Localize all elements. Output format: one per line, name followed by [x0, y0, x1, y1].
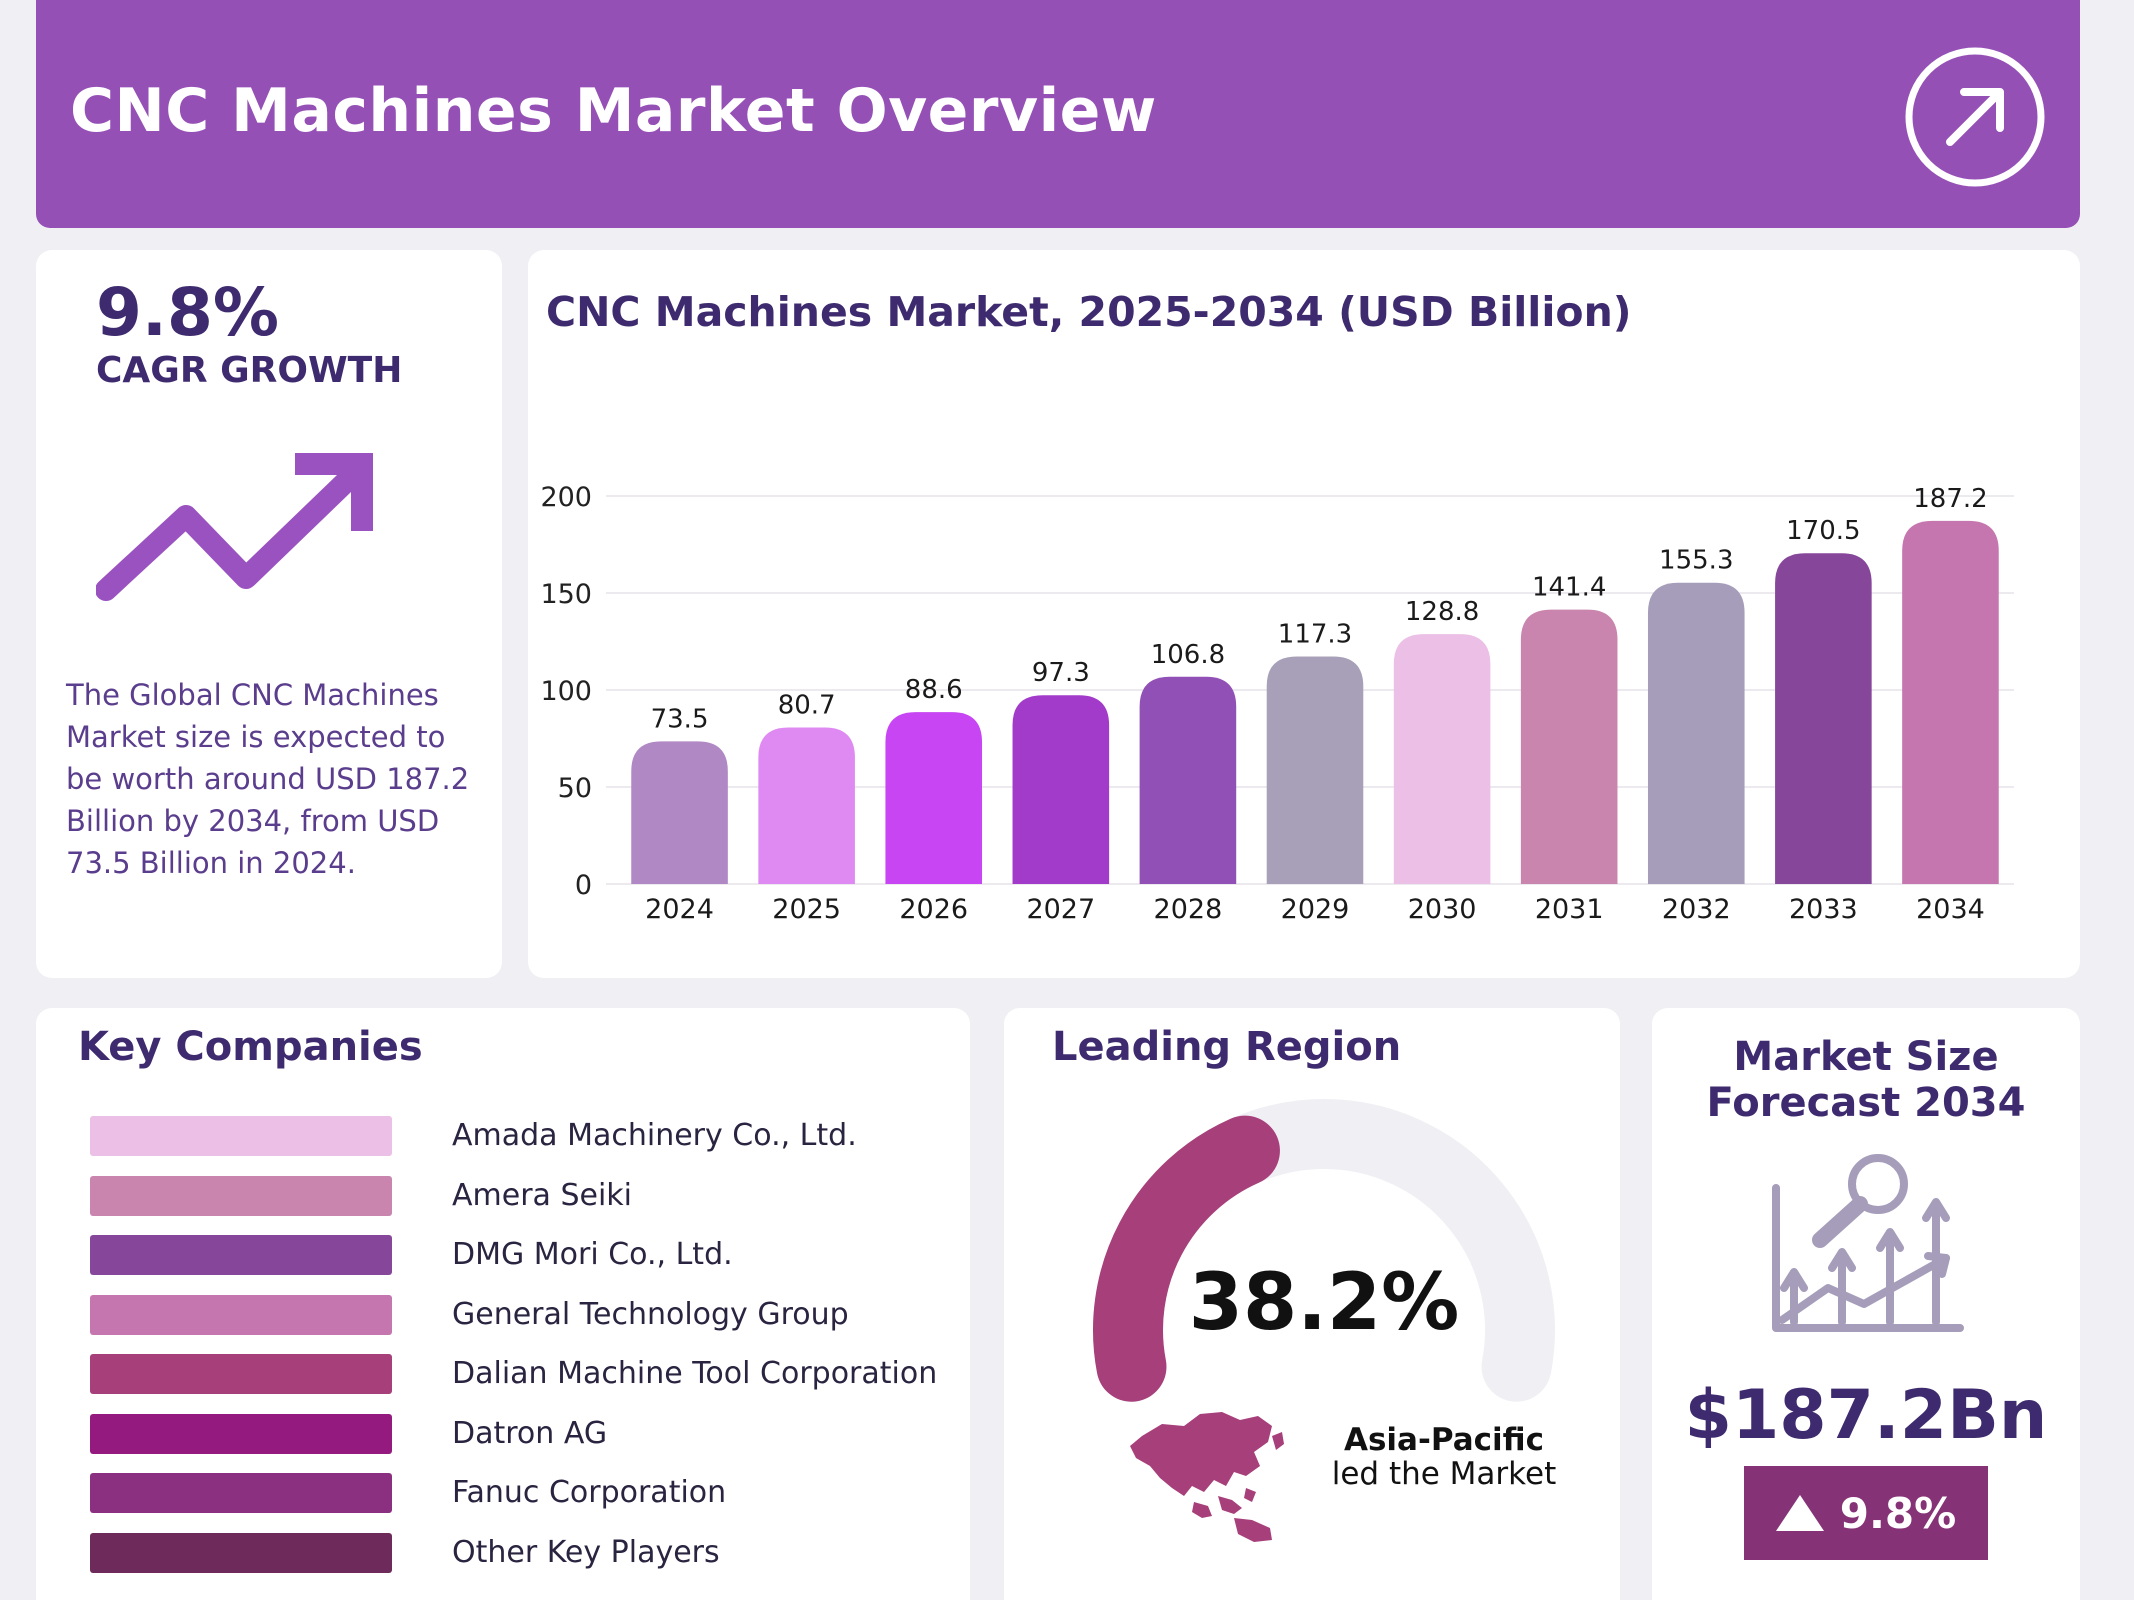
y-tick-label: 100	[540, 676, 592, 707]
x-tick-label: 2034	[1916, 894, 1985, 925]
bar-2032	[1647, 582, 1745, 884]
growth-badge: 9.8%	[1744, 1466, 1988, 1560]
company-row: General Technology Group	[90, 1294, 950, 1335]
bar-value-label: 155.3	[1659, 546, 1733, 576]
bar-value-label: 97.3	[1032, 658, 1090, 688]
cagr-value: 9.8%	[96, 274, 280, 351]
x-tick-label: 2026	[899, 894, 968, 925]
company-name: Dalian Machine Tool Corporation	[452, 1356, 938, 1391]
bar-2028	[1139, 676, 1237, 884]
triangle-up-icon	[1775, 1495, 1824, 1531]
growth-badge-value: 9.8%	[1839, 1488, 1957, 1538]
header-banner: CNC Machines Market Overview	[36, 0, 2080, 228]
x-tick-label: 2033	[1789, 894, 1858, 925]
company-name: Fanuc Corporation	[452, 1475, 727, 1510]
growth-analysis-icon	[1772, 1154, 1964, 1332]
cagr-label: CAGR GROWTH	[96, 350, 403, 391]
company-row: Datron AG	[90, 1413, 950, 1454]
cagr-description: The Global CNC Machines Market size is e…	[66, 678, 470, 880]
company-name: Other Key Players	[452, 1534, 720, 1570]
bar-2030	[1393, 634, 1491, 884]
x-tick-label: 2031	[1535, 894, 1604, 925]
key-companies-card: Key Companies Amada Machinery Co., Ltd. A…	[36, 1008, 970, 1600]
x-tick-label: 2029	[1281, 894, 1350, 925]
bar-value-label: 73.5	[651, 704, 709, 734]
leading-region-card: Leading Region 38.2% Asia-Pacific led th…	[1004, 1008, 1620, 1600]
company-name: Amada Machinery Co., Ltd.	[452, 1118, 857, 1153]
chart-card: 0 50 100 150 200 73.5 2024 80.7 2025 88.6 2026 97.3…	[528, 250, 2080, 978]
bar-value-label: 187.2	[1913, 484, 1987, 514]
y-tick-label: 200	[540, 482, 592, 513]
company-name: Datron AG	[452, 1415, 608, 1451]
company-color-swatch	[90, 1294, 392, 1335]
bar-value-label: 106.8	[1151, 640, 1225, 670]
company-name: General Technology Group	[452, 1296, 849, 1332]
forecast-title-line2: Forecast 2034	[1706, 1080, 2026, 1126]
company-row: DMG Mori Co., Ltd.	[90, 1235, 950, 1275]
bar-2033	[1775, 553, 1872, 884]
company-row: Dalian Machine Tool Corporation	[90, 1354, 950, 1394]
x-tick-label: 2030	[1408, 894, 1477, 925]
x-tick-label: 2032	[1662, 894, 1731, 925]
bar-2029	[1266, 656, 1364, 884]
company-name: Amera Seiki	[452, 1177, 632, 1213]
bar-value-label: 128.8	[1405, 597, 1479, 627]
region-gauge	[1093, 1099, 1555, 1402]
bar-value-label: 170.5	[1786, 516, 1860, 546]
arrow-up-right-icon[interactable]	[1904, 46, 2046, 188]
company-color-swatch	[90, 1532, 392, 1573]
company-row: Fanuc Corporation	[90, 1473, 950, 1513]
company-name: DMG Mori Co., Ltd.	[452, 1237, 733, 1272]
trend-up-arrow-icon	[96, 453, 373, 601]
company-color-swatch	[90, 1235, 392, 1275]
forecast-title-line1: Market Size	[1733, 1034, 1999, 1080]
bar-2025	[758, 727, 855, 884]
bar-2031	[1520, 609, 1618, 884]
bar-2034	[1902, 520, 1999, 884]
y-tick-label: 150	[540, 579, 592, 610]
region-name: Asia-Pacific	[1343, 1422, 1545, 1458]
bar-2027	[1012, 695, 1110, 884]
cagr-card: 9.8% CAGR GROWTH The Global CNC Machines…	[36, 250, 502, 978]
market-forecast-card: Market Size Forecast 2034 $187.2Bn 9.8%	[1652, 1008, 2080, 1600]
company-row: Amada Machinery Co., Ltd.	[90, 1116, 950, 1156]
region-share-value: 38.2%	[1188, 1258, 1460, 1348]
region-subtitle: led the Market	[1331, 1456, 1557, 1492]
forecast-title: Market Size Forecast 2034	[1652, 1034, 2080, 1126]
key-companies-title: Key Companies	[78, 1024, 423, 1070]
bar-value-label: 141.4	[1532, 573, 1606, 603]
company-color-swatch	[90, 1473, 392, 1513]
bar-value-label: 117.3	[1278, 619, 1352, 649]
bar-value-label: 88.6	[905, 675, 963, 705]
asia-pacific-map-icon	[1130, 1412, 1284, 1542]
company-row: Amera Seiki	[90, 1175, 950, 1216]
company-row: Other Key Players	[90, 1532, 950, 1573]
bar-value-label: 80.7	[778, 690, 836, 720]
chart-title: CNC Machines Market, 2025-2034 (USD Bill…	[546, 288, 1632, 336]
x-tick-label: 2024	[645, 894, 714, 925]
bar-2026	[885, 712, 983, 884]
company-color-swatch	[90, 1413, 392, 1454]
leading-region-title: Leading Region	[1052, 1024, 1402, 1070]
y-tick-label: 50	[558, 773, 592, 804]
gauge-fill	[1093, 1115, 1280, 1402]
x-tick-label: 2027	[1026, 894, 1095, 925]
forecast-value: $187.2Bn	[1684, 1376, 2048, 1455]
company-color-swatch	[90, 1175, 392, 1216]
company-color-swatch	[90, 1116, 392, 1156]
y-tick-label: 0	[575, 870, 592, 901]
x-tick-label: 2025	[772, 894, 841, 925]
bar-chart: 0 50 100 150 200 73.5 2024 80.7 2025 88.6 2026 97.3…	[540, 482, 2014, 925]
company-color-swatch	[90, 1354, 392, 1394]
x-tick-label: 2028	[1154, 894, 1223, 925]
page-title: CNC Machines Market Overview	[70, 76, 1157, 146]
bar-2024	[631, 741, 728, 884]
